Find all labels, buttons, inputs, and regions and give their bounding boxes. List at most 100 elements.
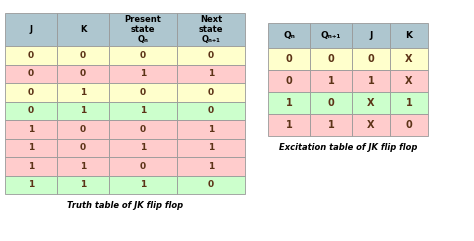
Text: 1: 1 <box>80 106 86 115</box>
Bar <box>352 70 390 92</box>
Text: 0: 0 <box>140 88 146 97</box>
Text: Qₙ: Qₙ <box>283 31 295 40</box>
Bar <box>57 175 109 194</box>
Text: 0: 0 <box>368 54 374 64</box>
Text: 1: 1 <box>140 106 146 115</box>
Bar <box>57 101 109 120</box>
Text: Present
state
Qₙ: Present state Qₙ <box>125 15 162 44</box>
Text: X: X <box>405 76 413 86</box>
Text: 0: 0 <box>80 69 86 78</box>
Text: 0: 0 <box>140 125 146 134</box>
Text: 0: 0 <box>208 106 214 115</box>
Text: K: K <box>80 25 86 34</box>
Text: 0: 0 <box>80 143 86 152</box>
Text: X: X <box>367 98 375 108</box>
Text: 0: 0 <box>28 51 34 60</box>
Bar <box>177 175 245 194</box>
Bar <box>109 139 177 157</box>
Bar <box>57 120 109 139</box>
Bar <box>310 92 352 114</box>
Bar <box>177 101 245 120</box>
Bar <box>268 70 310 92</box>
Bar <box>109 46 177 65</box>
Text: 0: 0 <box>208 51 214 60</box>
Bar <box>268 23 310 48</box>
Text: 1: 1 <box>328 120 334 130</box>
Bar <box>5 83 57 101</box>
Bar <box>5 175 57 194</box>
Bar <box>310 23 352 48</box>
Text: 0: 0 <box>28 69 34 78</box>
Bar <box>268 48 310 70</box>
Text: 1: 1 <box>208 162 214 171</box>
Bar <box>177 46 245 65</box>
Bar <box>5 139 57 157</box>
Text: K: K <box>405 31 412 40</box>
Bar <box>390 48 428 70</box>
Text: 0: 0 <box>286 54 292 64</box>
Bar <box>268 114 310 136</box>
Text: 1: 1 <box>286 98 292 108</box>
Text: 0: 0 <box>328 98 334 108</box>
Text: 0: 0 <box>80 51 86 60</box>
Bar <box>109 83 177 101</box>
Text: 1: 1 <box>208 143 214 152</box>
Text: 0: 0 <box>28 106 34 115</box>
Text: 1: 1 <box>140 143 146 152</box>
Text: Truth table of JK flip flop: Truth table of JK flip flop <box>67 201 183 210</box>
Bar <box>390 92 428 114</box>
Text: 1: 1 <box>140 69 146 78</box>
Bar <box>5 101 57 120</box>
Bar <box>57 65 109 83</box>
Bar <box>177 65 245 83</box>
Text: 1: 1 <box>368 76 374 86</box>
Text: 0: 0 <box>140 51 146 60</box>
Text: 0: 0 <box>140 162 146 171</box>
Text: 1: 1 <box>286 120 292 130</box>
Bar <box>109 13 177 46</box>
Bar <box>390 114 428 136</box>
Text: 0: 0 <box>80 125 86 134</box>
Text: 1: 1 <box>208 69 214 78</box>
Text: 0: 0 <box>28 88 34 97</box>
Bar <box>352 48 390 70</box>
Bar <box>57 13 109 46</box>
Bar <box>5 120 57 139</box>
Bar <box>109 101 177 120</box>
Text: 0: 0 <box>208 180 214 189</box>
Bar <box>352 23 390 48</box>
Bar <box>177 120 245 139</box>
Bar <box>177 157 245 175</box>
Bar <box>310 114 352 136</box>
Bar <box>5 65 57 83</box>
Bar <box>109 120 177 139</box>
Bar <box>352 114 390 136</box>
Text: 1: 1 <box>406 98 412 108</box>
Bar <box>109 157 177 175</box>
Text: 1: 1 <box>28 143 34 152</box>
Bar <box>177 13 245 46</box>
Text: J: J <box>369 31 373 40</box>
Bar <box>268 92 310 114</box>
Bar <box>5 157 57 175</box>
Text: Next
state
Qₙ₊₁: Next state Qₙ₊₁ <box>199 15 223 44</box>
Text: 1: 1 <box>328 76 334 86</box>
Text: 1: 1 <box>28 180 34 189</box>
Bar <box>390 70 428 92</box>
Text: 1: 1 <box>28 162 34 171</box>
Text: 0: 0 <box>328 54 334 64</box>
Text: Qₙ₊₁: Qₙ₊₁ <box>321 31 341 40</box>
Text: Excitation table of JK flip flop: Excitation table of JK flip flop <box>279 143 417 152</box>
Bar <box>310 48 352 70</box>
Bar <box>177 139 245 157</box>
Text: J: J <box>29 25 33 34</box>
Text: 1: 1 <box>28 125 34 134</box>
Bar <box>57 157 109 175</box>
Text: 1: 1 <box>140 180 146 189</box>
Text: 0: 0 <box>208 88 214 97</box>
Bar <box>109 175 177 194</box>
Text: 0: 0 <box>286 76 292 86</box>
Bar <box>57 46 109 65</box>
Text: X: X <box>367 120 375 130</box>
Bar <box>310 70 352 92</box>
